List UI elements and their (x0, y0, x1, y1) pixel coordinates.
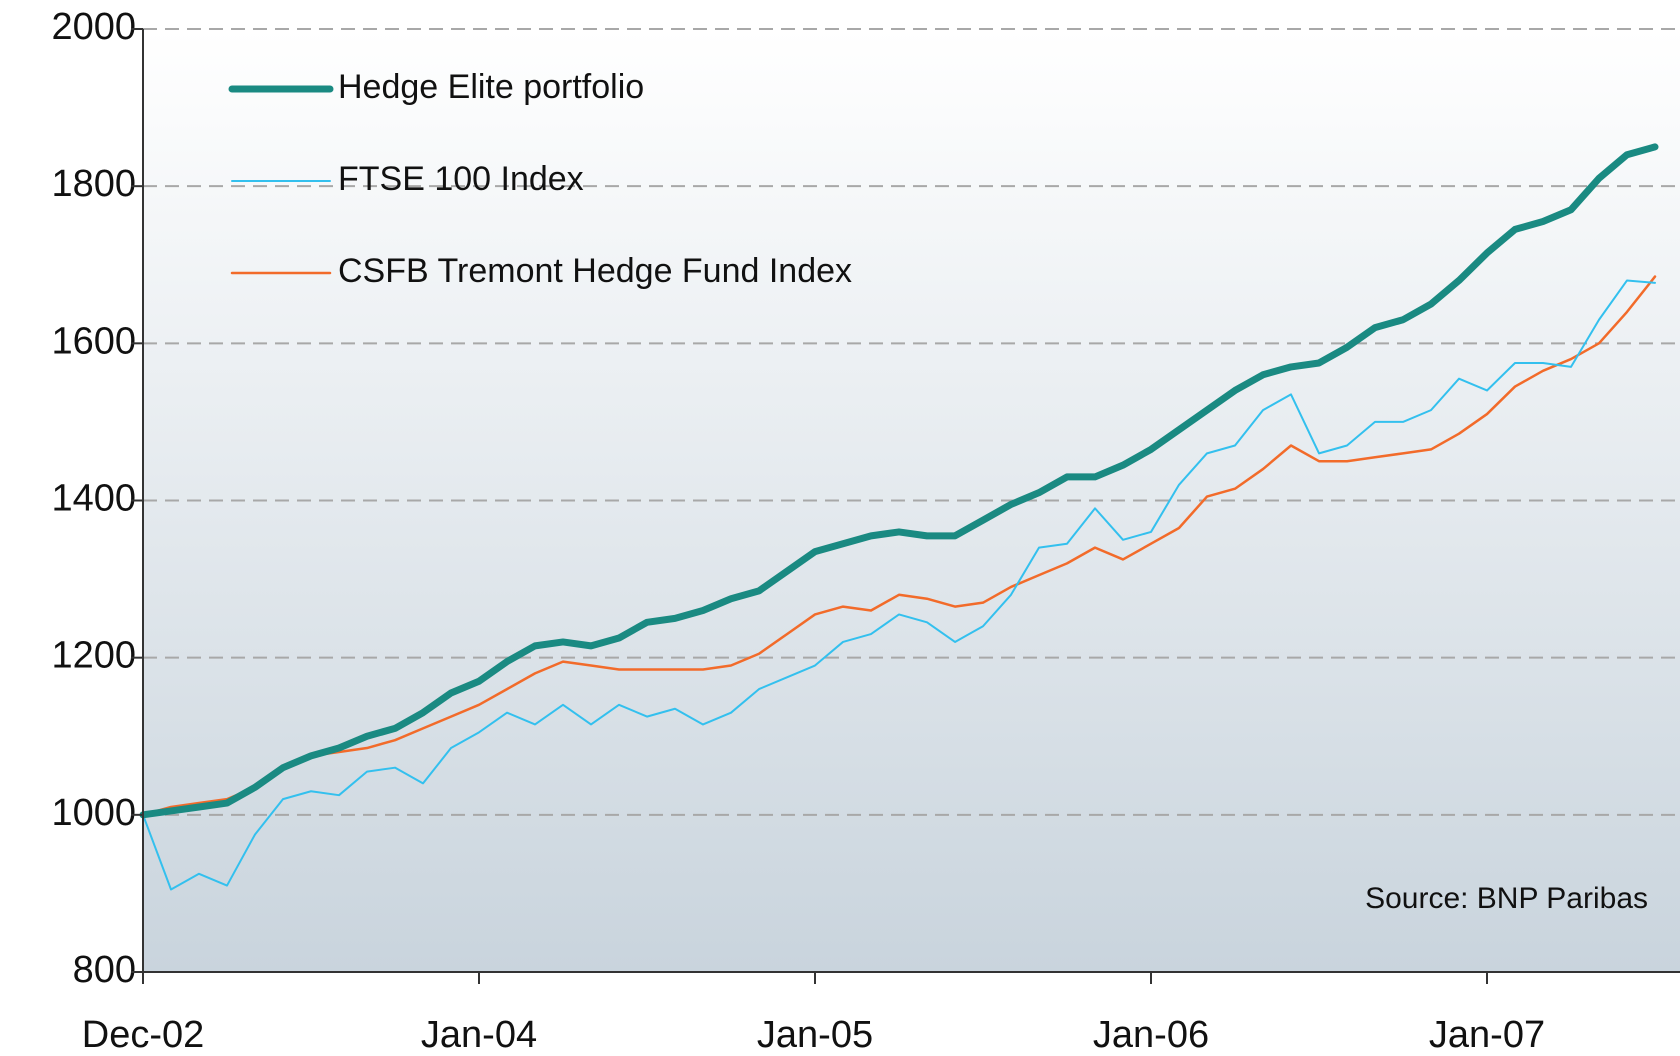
legend-label: Hedge Elite portfolio (338, 68, 644, 106)
x-tick-label: Jan-04 (421, 1014, 537, 1056)
x-tick-label: Jan-06 (1093, 1014, 1209, 1056)
series-line (142, 279, 1656, 891)
y-tick-label: 1400 (51, 478, 136, 520)
grid (143, 28, 1680, 816)
x-tick-label: Jan-07 (1429, 1014, 1545, 1056)
y-tick-label: 800 (73, 949, 136, 991)
legend-label: FTSE 100 Index (338, 160, 584, 198)
y-tick-label: 1200 (51, 635, 136, 677)
lines (139, 143, 1659, 891)
series-line (141, 275, 1657, 817)
x-tick-label: Dec-02 (82, 1014, 205, 1056)
x-tick-label: Jan-05 (757, 1014, 873, 1056)
y-tick-label: 1000 (51, 792, 136, 834)
y-tick-label: 1600 (51, 320, 136, 362)
y-tick-label: 1800 (51, 163, 136, 205)
axes: 800 1000 1200 1400 1600 1800 2000 Dec-02 Jan-04 J… (51, 6, 1680, 1056)
source-note: Source: BNP Paribas (1365, 882, 1648, 915)
legend: Hedge Elite portfolio FTSE 100 Index CSFB … (228, 68, 852, 290)
series-line (139, 143, 1659, 819)
legend-label: CSFB Tremont Hedge Fund Index (338, 252, 852, 290)
y-tick-label: 2000 (51, 6, 136, 48)
